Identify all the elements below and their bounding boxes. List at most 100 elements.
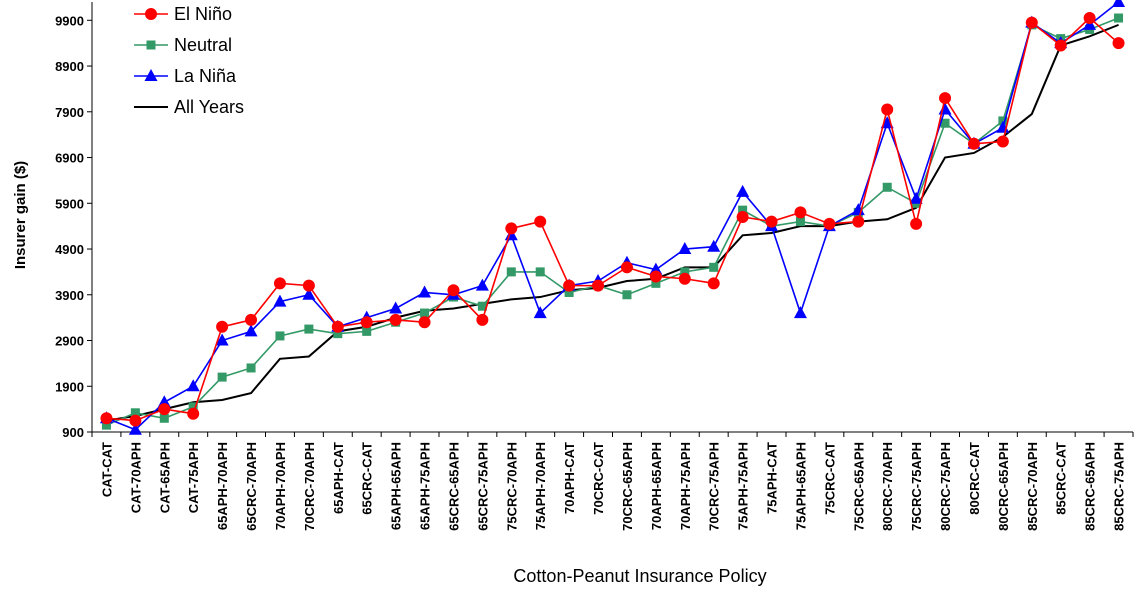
- x-tick-label: 70CRC-75APH: [707, 442, 722, 531]
- data-point: [389, 301, 403, 314]
- x-tick-label: 70APH-70APH: [273, 442, 288, 530]
- data-point: [909, 191, 923, 204]
- data-point: [882, 182, 892, 192]
- data-point: [852, 215, 865, 228]
- data-point: [418, 316, 431, 329]
- x-tick-label: 65CRC-70APH: [244, 442, 259, 531]
- x-tick-label: 65APH-65APH: [389, 442, 404, 530]
- series-line: [106, 16, 1120, 422]
- legend-item: El Niño: [134, 4, 232, 24]
- data-point: [477, 301, 487, 311]
- data-point: [1083, 12, 1096, 25]
- data-point: [1112, 37, 1125, 50]
- data-point: [129, 414, 142, 427]
- data-point: [100, 412, 113, 425]
- data-point: [360, 316, 373, 329]
- data-point: [217, 372, 227, 382]
- x-tick-label: 75APH-75APH: [736, 442, 751, 530]
- data-point: [476, 313, 489, 326]
- data-point: [738, 205, 748, 215]
- data-point: [707, 277, 720, 290]
- x-tick-label: 80CRC-65APH: [996, 442, 1011, 531]
- legend-label: Neutral: [174, 35, 232, 55]
- data-point: [186, 379, 200, 392]
- data-point: [1112, 0, 1126, 7]
- x-tick-label: CAT-75APH: [186, 442, 201, 513]
- series-el-ni-o: [100, 12, 1125, 427]
- data-point: [793, 306, 807, 319]
- data-point: [680, 267, 690, 277]
- data-point: [967, 137, 980, 150]
- x-tick-label: 70APH-CAT: [562, 442, 577, 514]
- x-tick-label: CAT-65APH: [157, 442, 172, 513]
- y-tick-label: 9900: [55, 13, 84, 28]
- x-tick-label: 75CRC-70APH: [504, 442, 519, 531]
- y-tick-label: 3900: [55, 288, 84, 303]
- data-point: [331, 320, 344, 333]
- data-point: [506, 267, 516, 277]
- x-tick-label: 85CRC-CAT: [1054, 442, 1069, 515]
- data-point: [563, 279, 576, 292]
- legend-label: La Niña: [174, 66, 237, 86]
- data-point: [216, 320, 229, 333]
- data-point: [736, 211, 749, 223]
- data-point: [564, 287, 574, 297]
- data-point: [159, 413, 169, 423]
- data-point: [996, 135, 1009, 148]
- x-tick-label: 65APH-CAT: [331, 442, 346, 514]
- x-tick-label: 80CRC-CAT: [967, 442, 982, 515]
- data-point: [939, 92, 952, 105]
- data-point: [592, 279, 605, 292]
- data-point: [622, 290, 632, 300]
- x-tick-label: CAT-CAT: [99, 442, 114, 497]
- data-point: [940, 118, 950, 128]
- x-tick-label: 70CRC-70APH: [302, 442, 317, 531]
- x-tick-label: 75APH-CAT: [765, 442, 780, 514]
- data-point: [475, 278, 489, 291]
- legend-marker: [144, 69, 158, 81]
- data-point: [823, 217, 836, 230]
- data-point: [1114, 13, 1124, 23]
- data-point: [678, 272, 691, 285]
- data-point: [651, 278, 661, 288]
- legend-item: La Niña: [134, 66, 237, 86]
- legend-marker: [145, 8, 157, 20]
- y-tick-label: 1900: [55, 379, 84, 394]
- data-point: [275, 331, 285, 341]
- data-point: [794, 206, 807, 219]
- data-point: [447, 284, 460, 297]
- y-tick-label: 5900: [55, 196, 84, 211]
- data-point: [246, 363, 256, 373]
- legend: El Niño Neutral La Niña All Years: [134, 4, 244, 117]
- legend-item: Neutral: [134, 35, 232, 55]
- x-tick-label: 70APH-75APH: [678, 442, 693, 530]
- x-axis-title: Cotton-Peanut Insurance Policy: [513, 566, 766, 586]
- data-point: [1025, 16, 1038, 29]
- data-point: [302, 279, 315, 292]
- x-tick-label: 85CRC-70APH: [1025, 442, 1040, 531]
- x-tick-label: 65CRC-65APH: [446, 442, 461, 531]
- data-point: [215, 333, 229, 346]
- x-tick-label: 65APH-70APH: [215, 442, 230, 530]
- data-point: [187, 407, 200, 420]
- x-tick-label: 65CRC-CAT: [360, 442, 375, 515]
- data-point: [420, 308, 430, 318]
- data-point: [101, 420, 111, 430]
- x-tick-label: 80CRC-70APH: [880, 442, 895, 531]
- data-point: [881, 103, 894, 116]
- x-tick-label: 70APH-65APH: [649, 442, 664, 530]
- data-point: [302, 287, 316, 300]
- data-point: [418, 285, 432, 298]
- data-point: [1054, 39, 1067, 52]
- x-tick-label: 70CRC-CAT: [591, 442, 606, 515]
- data-point: [188, 402, 198, 412]
- data-point: [765, 215, 778, 228]
- x-tick-label: CAT-70APH: [128, 442, 143, 513]
- data-point: [533, 306, 547, 319]
- y-tick-label: 8900: [55, 59, 84, 74]
- data-point: [620, 261, 633, 274]
- data-point: [389, 313, 402, 326]
- legend-item: All Years: [134, 97, 244, 117]
- data-point: [273, 277, 286, 290]
